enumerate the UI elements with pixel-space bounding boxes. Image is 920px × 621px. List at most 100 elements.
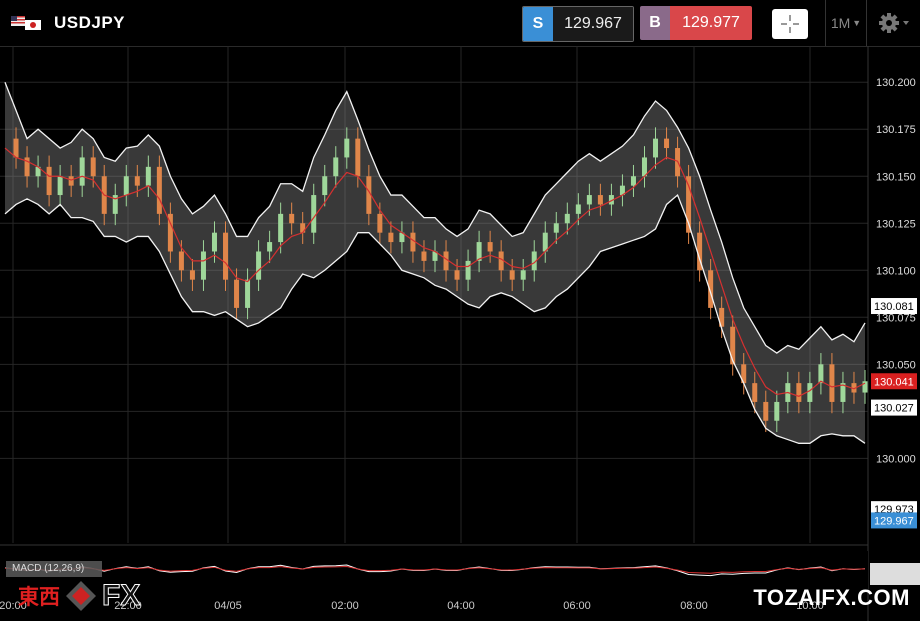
candle-body bbox=[575, 204, 581, 214]
macd-signal-line bbox=[4, 565, 866, 574]
price-tick-label: 130.125 bbox=[876, 218, 916, 230]
logo-diamond-icon bbox=[66, 581, 96, 611]
candle-body bbox=[708, 270, 714, 308]
price-tag-label: 130.027 bbox=[874, 403, 914, 415]
time-tick-label: 10:00 bbox=[796, 600, 824, 612]
price-tag-blue bbox=[871, 512, 917, 529]
candle-body bbox=[818, 364, 824, 384]
crosshair-icon bbox=[781, 15, 799, 33]
sell-button[interactable]: S 129.967 bbox=[522, 6, 634, 42]
candle-body bbox=[829, 364, 835, 402]
site-watermark: TOZAIFX.COM bbox=[753, 585, 910, 610]
candle-body bbox=[542, 232, 548, 252]
price-chart[interactable]: 130.200 130.175 130.150 130.125 130.100 130.0… bbox=[0, 46, 920, 621]
candle-body bbox=[112, 195, 118, 214]
us-jp-flag-icon bbox=[11, 16, 41, 30]
candle-body bbox=[807, 383, 813, 402]
lines-layer bbox=[4, 81, 866, 444]
candle-body bbox=[752, 383, 758, 402]
candle-body bbox=[432, 251, 438, 261]
candle-body bbox=[697, 232, 703, 271]
top-toolbar: USDJPY S 129.967 B 129.977 1M ▼ bbox=[0, 0, 920, 47]
time-tick-label: 22:00 bbox=[114, 600, 142, 612]
candle-body bbox=[223, 232, 229, 280]
candle-body bbox=[35, 166, 41, 177]
candle-body bbox=[487, 242, 493, 252]
candle-body bbox=[278, 213, 284, 243]
time-tick-label: 04/05 bbox=[214, 600, 242, 612]
candle-body bbox=[741, 364, 747, 384]
sell-tag: S bbox=[523, 7, 553, 41]
candle-body bbox=[289, 213, 295, 224]
timeframe-select[interactable]: 1M ▼ bbox=[825, 0, 867, 46]
macd-legend[interactable]: MACD (12,26,9) bbox=[6, 561, 102, 577]
candle-body bbox=[476, 242, 482, 261]
logo-kanji: 東西 bbox=[18, 585, 60, 609]
band-upper-line bbox=[4, 81, 866, 354]
candle-body bbox=[796, 383, 802, 402]
candle-body bbox=[851, 383, 857, 393]
price-axis: 130.200 130.175 130.150 130.125 130.100 130.0… bbox=[876, 77, 916, 465]
candle-body bbox=[189, 270, 195, 280]
candle-body bbox=[211, 232, 217, 252]
buy-button[interactable]: B 129.977 bbox=[640, 6, 752, 40]
symbol-title[interactable]: USDJPY bbox=[54, 13, 126, 32]
candle-body bbox=[355, 138, 361, 177]
time-axis: 20:00 22:00 04/05 02:00 04:00 06:00 08:00 10:00 bbox=[0, 600, 824, 612]
candle-body bbox=[509, 270, 515, 280]
price-tick-label: 130.050 bbox=[876, 359, 916, 371]
buy-tag: B bbox=[640, 6, 670, 40]
candle-body bbox=[311, 195, 317, 233]
crosshair-button[interactable] bbox=[772, 9, 808, 39]
candle-body bbox=[200, 251, 206, 280]
price-tick-label: 130.150 bbox=[876, 171, 916, 183]
macd-panel bbox=[0, 551, 920, 593]
candle-body bbox=[421, 251, 427, 261]
price-tag-label: 129.967 bbox=[874, 515, 914, 527]
candle-body bbox=[531, 251, 537, 271]
time-tick-label: 06:00 bbox=[563, 600, 591, 612]
timeframe-value: 1M bbox=[830, 15, 851, 31]
caret-down-icon: ▼ bbox=[852, 18, 862, 28]
price-tick-label: 130.175 bbox=[876, 124, 916, 136]
candle-body bbox=[46, 166, 52, 196]
candle-body bbox=[465, 260, 471, 280]
time-tick-label: 08:00 bbox=[680, 600, 708, 612]
candle-body bbox=[719, 307, 725, 327]
candle-body bbox=[377, 213, 383, 233]
candle-body bbox=[388, 232, 394, 243]
price-tick-label: 130.100 bbox=[876, 265, 916, 277]
settings-button[interactable] bbox=[868, 0, 920, 46]
price-tick-label: 130.000 bbox=[876, 453, 916, 465]
time-tick-label: 20:00 bbox=[0, 600, 27, 612]
candle-body bbox=[664, 138, 670, 149]
candle-body bbox=[178, 251, 184, 271]
price-tick-label: 130.075 bbox=[876, 312, 916, 324]
candle-body bbox=[156, 166, 162, 214]
candle-body bbox=[322, 176, 328, 196]
price-tick-label: 130.200 bbox=[876, 77, 916, 89]
candle-body bbox=[79, 157, 85, 186]
candle-body bbox=[520, 270, 526, 280]
logo-fx: FX bbox=[101, 579, 141, 613]
candle-body bbox=[399, 232, 405, 243]
chart-grid bbox=[0, 46, 869, 621]
price-tag-label: 129.973 bbox=[874, 504, 914, 516]
candle-body bbox=[24, 157, 30, 177]
candle-body bbox=[13, 138, 19, 158]
candle-body bbox=[68, 176, 74, 186]
candles-layer bbox=[13, 127, 868, 433]
tozai-logo: 東西 FX bbox=[18, 576, 141, 616]
candle-body bbox=[410, 232, 416, 252]
candle-body bbox=[234, 279, 240, 308]
candle-body bbox=[619, 185, 625, 196]
macd-value-bg bbox=[870, 563, 920, 585]
band-lower-line bbox=[4, 193, 866, 444]
candle-body bbox=[686, 176, 692, 233]
candle-body bbox=[608, 195, 614, 205]
candle-body bbox=[145, 166, 151, 186]
candle-body bbox=[730, 326, 736, 365]
candle-body bbox=[300, 223, 306, 233]
time-tick-label: 02:00 bbox=[331, 600, 359, 612]
